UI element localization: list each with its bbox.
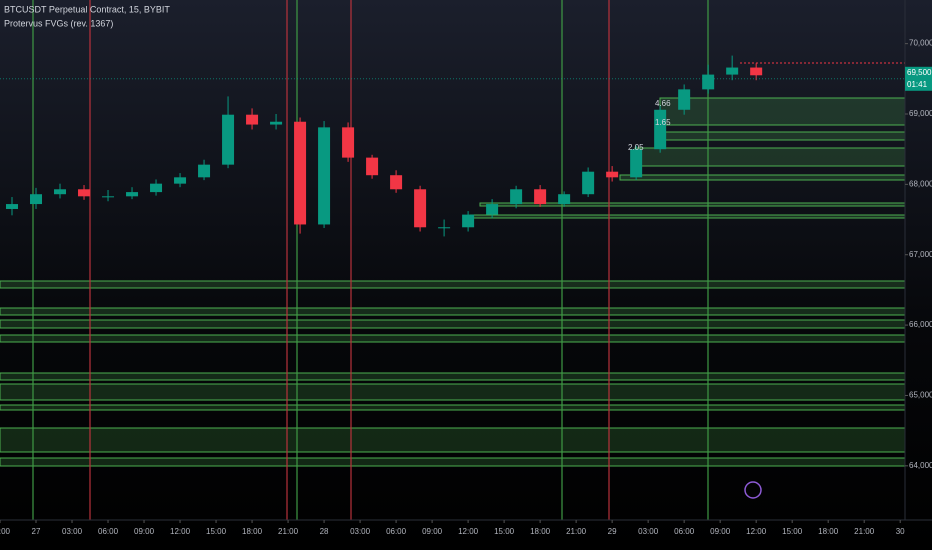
x-tick-label: 12:00 xyxy=(458,527,479,536)
y-tick-label: 67,000.0 xyxy=(909,250,932,259)
x-tick-label: 15:00 xyxy=(782,527,803,536)
fvg-zone xyxy=(0,383,906,401)
x-tick-label: 03:00 xyxy=(638,527,659,536)
fvg-zone xyxy=(0,280,906,289)
x-tick-label: 06:00 xyxy=(98,527,119,536)
x-tick-label: 29 xyxy=(608,527,617,536)
fvg-zones xyxy=(0,97,906,467)
countdown-label: 01:41 xyxy=(907,80,928,89)
x-tick-label: 18:00 xyxy=(242,527,263,536)
annotation: 4.66 xyxy=(655,99,671,108)
candle-body xyxy=(6,204,19,209)
x-tick-label: 27 xyxy=(32,527,41,536)
fvg-zone xyxy=(634,147,906,167)
fvg-zone xyxy=(0,334,906,343)
x-tick-label: 09:00 xyxy=(710,527,731,536)
x-tick-label: 21:00 xyxy=(566,527,587,536)
candle-body xyxy=(462,214,475,228)
candle-body xyxy=(630,149,643,178)
candle-body xyxy=(414,189,427,228)
candle-body xyxy=(750,67,763,76)
indicator-name: Protervus FVGs (rev. 1367) xyxy=(4,18,113,28)
y-tick-label: 70,000.0 xyxy=(909,39,932,48)
x-tick-label: 06:00 xyxy=(386,527,407,536)
x-tick-label: 21:00 xyxy=(278,527,299,536)
candle-body xyxy=(390,175,403,190)
x-tick-label: 03:00 xyxy=(62,527,83,536)
x-tick-label: 18:00 xyxy=(818,527,839,536)
y-tick-label: 64,000.0 xyxy=(909,461,932,470)
x-tick-label: 28 xyxy=(320,527,329,536)
y-tick-label: 66,000.0 xyxy=(909,320,932,329)
x-tick-label: 21:00 xyxy=(854,527,875,536)
candle-body xyxy=(150,183,163,193)
x-tick-label: 06:00 xyxy=(674,527,695,536)
x-tick-label: 12:00 xyxy=(170,527,191,536)
candle-body xyxy=(126,192,139,197)
candle-body xyxy=(198,164,211,178)
fvg-zone xyxy=(0,457,906,467)
candle-body xyxy=(678,89,691,110)
x-tick-label: 09:00 xyxy=(422,527,443,536)
fvg-zone xyxy=(0,319,906,329)
last-price-box xyxy=(905,66,932,91)
fvg-zone xyxy=(0,427,906,453)
candle-body xyxy=(318,127,331,225)
chart-title: BTCUSDT Perpetual Contract, 15, BYBIT xyxy=(4,4,170,14)
candle-body xyxy=(246,114,259,125)
candle-body xyxy=(174,177,187,184)
candle-body xyxy=(534,189,547,205)
candle-body xyxy=(342,127,355,158)
candle-body xyxy=(222,114,235,165)
annotation: 2.05 xyxy=(628,143,644,152)
fvg-zone xyxy=(469,214,906,219)
candle-body xyxy=(726,67,739,75)
candles xyxy=(6,55,763,237)
y-tick-label: 65,000.0 xyxy=(909,391,932,400)
x-tick-label: 15:00 xyxy=(206,527,227,536)
last-price-label: 69,500.2 xyxy=(907,68,932,77)
candle-body xyxy=(702,74,715,90)
annotation: 1.65 xyxy=(655,118,671,127)
fvg-zone xyxy=(659,97,906,126)
candle-body xyxy=(54,189,67,195)
x-tick-label: 09:00 xyxy=(134,527,155,536)
candle-body xyxy=(486,204,499,215)
fvg-zone xyxy=(619,174,906,181)
x-tick-label: 30 xyxy=(896,527,905,536)
candle-body xyxy=(294,121,307,225)
y-tick-label: 68,000.0 xyxy=(909,179,932,188)
candle-body xyxy=(438,227,451,229)
candle-body xyxy=(582,171,595,195)
fvg-zone xyxy=(0,307,906,316)
candle-body xyxy=(270,121,283,125)
fvg-zone xyxy=(0,372,906,381)
candle-body xyxy=(558,194,571,205)
y-tick-label: 69,000.0 xyxy=(909,109,932,118)
x-tick-label: 21:00 xyxy=(0,527,11,536)
candle-body xyxy=(30,194,43,205)
x-tick-label: 12:00 xyxy=(746,527,767,536)
logo xyxy=(744,481,762,499)
candle-body xyxy=(606,171,619,178)
x-tick-label: 18:00 xyxy=(530,527,551,536)
candle-body xyxy=(654,109,667,150)
fvg-zone xyxy=(659,131,906,141)
candle-body xyxy=(78,189,91,197)
candle-body xyxy=(102,196,115,198)
candle-body xyxy=(366,157,379,176)
candle-body xyxy=(510,189,523,205)
x-tick-label: 15:00 xyxy=(494,527,515,536)
x-tick-label: 03:00 xyxy=(350,527,371,536)
fvg-zone xyxy=(0,404,906,411)
